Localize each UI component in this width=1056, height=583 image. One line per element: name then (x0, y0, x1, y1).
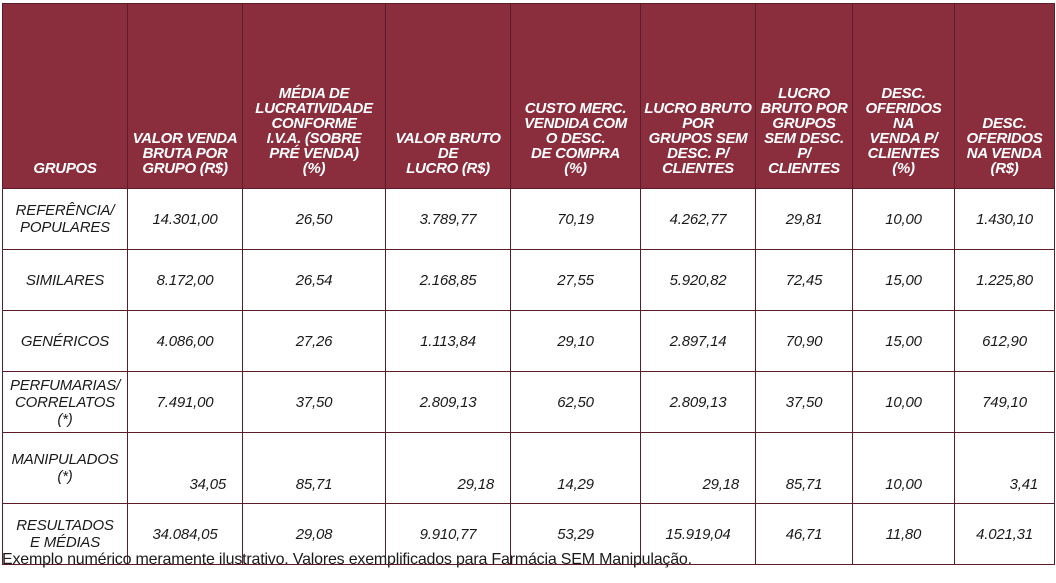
data-table: GRUPOS VALOR VENDA BRUTA POR GRUPO (R$) MÉDI… (2, 3, 1055, 565)
value-cell: 34.084,05 (127, 503, 243, 565)
header-lucro-bruto-pct: LUCRO BRUTO POR GRUPOS SEM DESC. P/CLIENTES (755, 3, 853, 189)
value-cell: 7.491,00 (127, 371, 243, 433)
value-cell: 2.168,85 (385, 249, 511, 311)
group-cell: REFERÊNCIA/POPULARES (2, 188, 128, 250)
value-cell: 11,80 (852, 503, 955, 565)
header-lucro-bruto-rs: LUCRO BRUTO POR GRUPOS SEM DESC. P/CLIENTES (640, 3, 756, 189)
table-row: SIMILARES 8.172,00 26,54 2.168,85 27,55 5.920… (2, 249, 1055, 311)
value-cell: 8.172,00 (127, 249, 243, 311)
group-cell: MANIPULADOS (*) (2, 432, 128, 504)
value-cell: 1.225,80 (954, 249, 1055, 311)
value-cell: 4.021,31 (954, 503, 1055, 565)
value-cell: 46,71 (755, 503, 853, 565)
value-cell: 70,90 (755, 310, 853, 372)
header-valor-venda-bruta: VALOR VENDA BRUTA POR GRUPO (R$) (127, 3, 243, 189)
value-cell: 34,05 (127, 432, 243, 504)
value-cell: 29,08 (242, 503, 386, 565)
value-cell: 29,10 (510, 310, 641, 372)
value-cell: 10,00 (852, 188, 955, 250)
header-valor-bruto-lucro: VALOR BRUTO DE LUCRO (R$) (385, 3, 511, 189)
value-cell: 15,00 (852, 249, 955, 311)
header-desc-oferidos-rs: DESC. OFERIDOS NA VENDA (R$) (954, 3, 1055, 189)
header-grupos: GRUPOS (2, 3, 128, 189)
value-cell: 4.262,77 (640, 188, 756, 250)
value-cell: 85,71 (755, 432, 853, 504)
table-body: REFERÊNCIA/POPULARES 14.301,00 26,50 3.789,… (2, 188, 1055, 565)
value-cell: 29,81 (755, 188, 853, 250)
value-cell: 2.809,13 (640, 371, 756, 433)
value-cell: 37,50 (242, 371, 386, 433)
header-desc-oferidos-pct: DESC. OFERIDOS NA VENDA P/CLIENTES (%) (852, 3, 955, 189)
group-cell: GENÉRICOS (2, 310, 128, 372)
value-cell: 29,18 (640, 432, 756, 504)
value-cell: 2.809,13 (385, 371, 511, 433)
value-cell: 612,90 (954, 310, 1055, 372)
group-cell: SIMILARES (2, 249, 128, 311)
value-cell: 4.086,00 (127, 310, 243, 372)
value-cell: 10,00 (852, 371, 955, 433)
table-row: RESULTADOS E MÉDIAS 34.084,05 29,08 9.910,77… (2, 503, 1055, 565)
value-cell: 749,10 (954, 371, 1055, 433)
value-cell: 3.789,77 (385, 188, 511, 250)
value-cell: 72,45 (755, 249, 853, 311)
header-row: GRUPOS VALOR VENDA BRUTA POR GRUPO (R$) MÉDI… (2, 3, 1055, 189)
value-cell: 10,00 (852, 432, 955, 504)
value-cell: 3,41 (954, 432, 1055, 504)
table-row: REFERÊNCIA/POPULARES 14.301,00 26,50 3.789,… (2, 188, 1055, 250)
group-cell: PERFUMARIAS/CORRELATOS (*) (2, 371, 128, 433)
table-header: GRUPOS VALOR VENDA BRUTA POR GRUPO (R$) MÉDI… (2, 3, 1055, 189)
group-cell: RESULTADOS E MÉDIAS (2, 503, 128, 565)
table-row: PERFUMARIAS/CORRELATOS (*) 7.491,00 37,50 2… (2, 371, 1055, 433)
footnote: Exemplo numérico meramente ilustrativo. … (2, 551, 692, 568)
value-cell: 53,29 (510, 503, 641, 565)
header-custo-merc: CUSTO MERC. VENDIDA COM O DESC. DE COMPRA (%… (510, 3, 641, 189)
value-cell: 27,26 (242, 310, 386, 372)
value-cell: 37,50 (755, 371, 853, 433)
value-cell: 1.430,10 (954, 188, 1055, 250)
value-cell: 15.919,04 (640, 503, 756, 565)
table-row: GENÉRICOS 4.086,00 27,26 1.113,84 29,10 2.897… (2, 310, 1055, 372)
value-cell: 5.920,82 (640, 249, 756, 311)
value-cell: 27,55 (510, 249, 641, 311)
value-cell: 62,50 (510, 371, 641, 433)
value-cell: 26,50 (242, 188, 386, 250)
value-cell: 15,00 (852, 310, 955, 372)
value-cell: 14,29 (510, 432, 641, 504)
value-cell: 70,19 (510, 188, 641, 250)
value-cell: 29,18 (385, 432, 511, 504)
value-cell: 2.897,14 (640, 310, 756, 372)
table-row: MANIPULADOS (*) 34,05 85,71 29,18 14,29 29,18 8… (2, 432, 1055, 504)
value-cell: 9.910,77 (385, 503, 511, 565)
header-media-lucratividade: MÉDIA DE LUCRATIVIDADE CONFORME I.V.A. (SOB… (242, 3, 386, 189)
value-cell: 14.301,00 (127, 188, 243, 250)
value-cell: 1.113,84 (385, 310, 511, 372)
value-cell: 85,71 (242, 432, 386, 504)
value-cell: 26,54 (242, 249, 386, 311)
